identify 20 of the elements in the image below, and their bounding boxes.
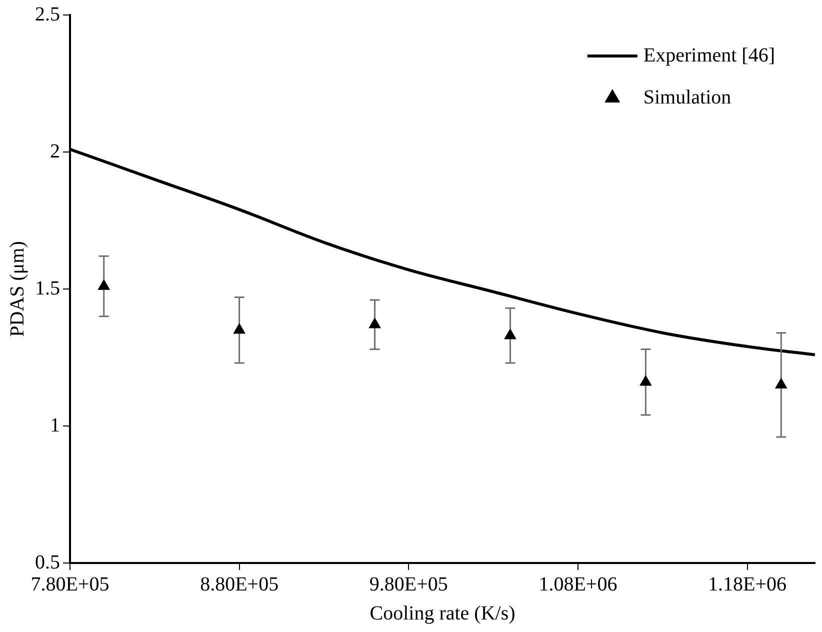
y-axis-title: PDAS (μm) xyxy=(6,241,28,337)
y-tick-label: 1.5 xyxy=(35,277,60,300)
y-tick-label: 2 xyxy=(50,140,60,162)
point xyxy=(640,376,652,386)
x-tick-label: 8.80E+05 xyxy=(200,573,279,596)
x-tick-label: 9.80E+05 xyxy=(369,573,448,596)
y-tick-label: 1 xyxy=(50,414,60,436)
point xyxy=(504,329,516,340)
y-tick-label: 0.5 xyxy=(35,551,60,574)
point xyxy=(234,324,246,334)
x-axis-title: Cooling rate (K/s) xyxy=(370,602,516,624)
point xyxy=(775,378,787,388)
legend-label: Experiment [46] xyxy=(643,44,776,66)
y-tick-label: 2.5 xyxy=(35,3,60,26)
point xyxy=(369,318,380,328)
point xyxy=(98,280,110,290)
x-tick-label: 1.08E+06 xyxy=(538,573,618,596)
x-tick-label: 7.80E+05 xyxy=(30,573,110,596)
x-tick-label: 1.18E+06 xyxy=(708,573,787,596)
legend-label: Simulation xyxy=(643,86,732,108)
